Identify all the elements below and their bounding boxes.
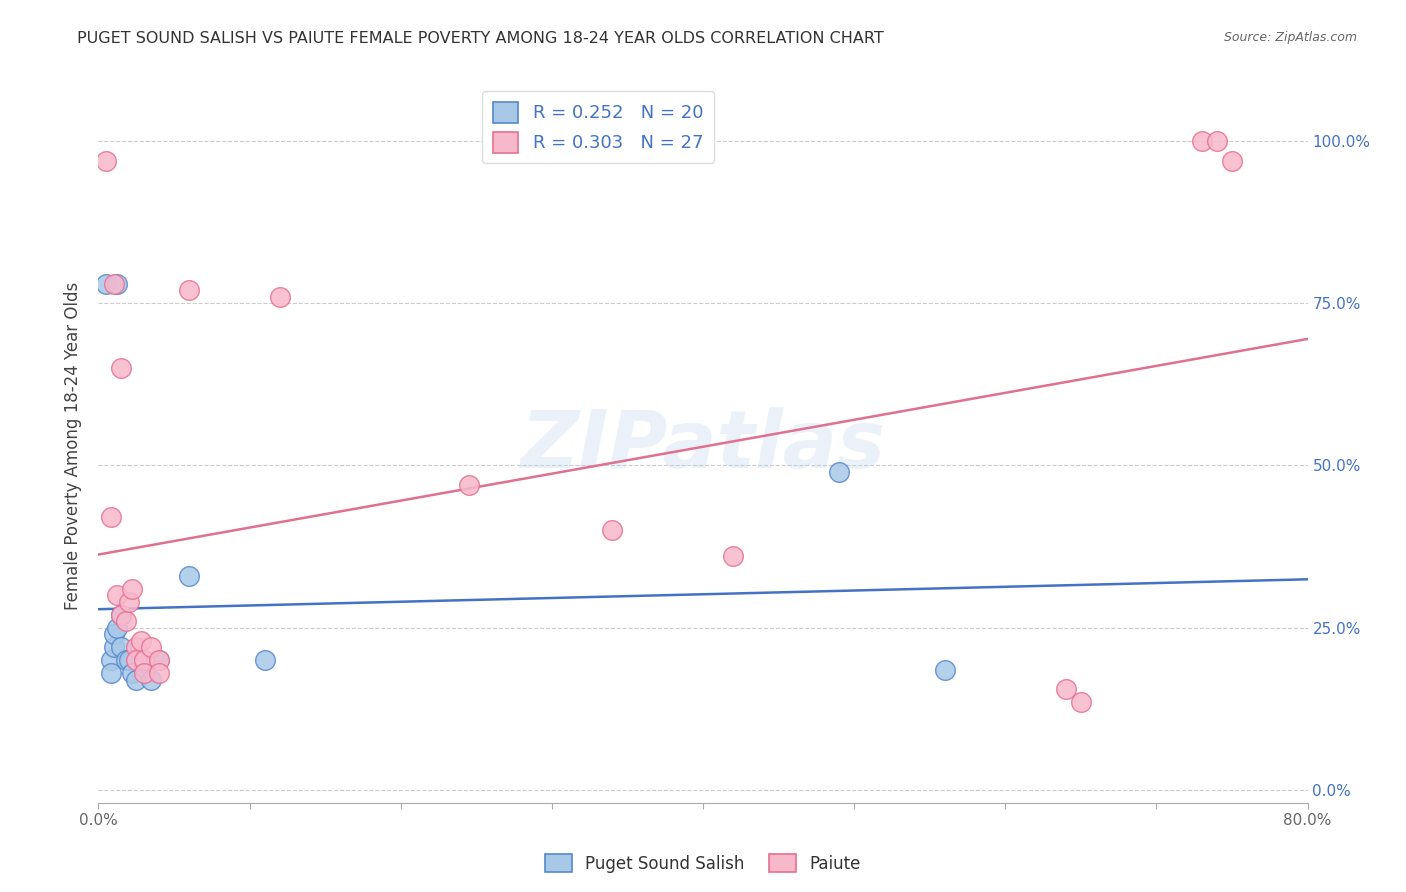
Point — [179, 283, 201, 297]
Point — [132, 653, 155, 667]
Point — [121, 582, 143, 596]
Point — [105, 277, 128, 291]
Point — [100, 510, 122, 524]
Point — [118, 653, 141, 667]
Text: ZIPatlas: ZIPatlas — [520, 407, 886, 485]
Point — [148, 666, 170, 681]
Point — [129, 633, 152, 648]
Point — [103, 640, 125, 654]
Legend: Puget Sound Salish, Paiute: Puget Sound Salish, Paiute — [538, 847, 868, 880]
Point — [1070, 695, 1092, 709]
Point — [103, 277, 125, 291]
Point — [121, 666, 143, 681]
Point — [132, 659, 155, 673]
Point — [94, 153, 117, 168]
Point — [148, 653, 170, 667]
Text: Source: ZipAtlas.com: Source: ZipAtlas.com — [1223, 31, 1357, 45]
Point — [1191, 134, 1213, 148]
Point — [141, 673, 163, 687]
Point — [114, 653, 136, 667]
Point — [110, 640, 132, 654]
Y-axis label: Female Poverty Among 18-24 Year Olds: Female Poverty Among 18-24 Year Olds — [65, 282, 83, 610]
Point — [179, 568, 201, 582]
Point — [100, 666, 122, 681]
Point — [132, 666, 155, 681]
Point — [110, 361, 132, 376]
Point — [1220, 153, 1243, 168]
Point — [125, 673, 148, 687]
Point — [94, 277, 117, 291]
Text: PUGET SOUND SALISH VS PAIUTE FEMALE POVERTY AMONG 18-24 YEAR OLDS CORRELATION CH: PUGET SOUND SALISH VS PAIUTE FEMALE POVE… — [77, 31, 884, 46]
Point — [723, 549, 745, 564]
Point — [110, 607, 132, 622]
Point — [141, 640, 163, 654]
Point — [110, 607, 132, 622]
Point — [114, 614, 136, 628]
Point — [103, 627, 125, 641]
Point — [125, 640, 148, 654]
Point — [105, 588, 128, 602]
Point — [269, 290, 291, 304]
Point — [1206, 134, 1229, 148]
Point — [457, 478, 479, 492]
Point — [148, 653, 170, 667]
Point — [118, 595, 141, 609]
Point — [125, 653, 148, 667]
Point — [602, 524, 624, 538]
Point — [100, 653, 122, 667]
Point — [253, 653, 276, 667]
Point — [828, 465, 851, 479]
Point — [934, 663, 956, 677]
Point — [1054, 682, 1077, 697]
Legend: R = 0.252   N = 20, R = 0.303   N = 27: R = 0.252 N = 20, R = 0.303 N = 27 — [482, 91, 714, 163]
Point — [105, 621, 128, 635]
